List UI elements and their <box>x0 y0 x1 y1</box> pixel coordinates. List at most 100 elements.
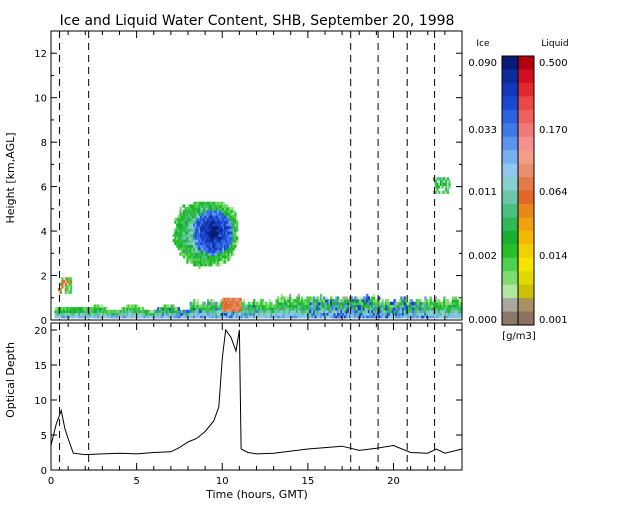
heatmap-cell <box>203 255 206 259</box>
heatmap-cell <box>133 312 136 316</box>
heatmap-cell <box>241 301 244 306</box>
heatmap-cell <box>208 249 211 254</box>
ice-colorbar-segment <box>502 123 518 138</box>
heatmap-cell <box>393 301 396 306</box>
heatmap-cell <box>402 304 405 308</box>
heatmap-cell <box>270 309 273 314</box>
heatmap-cell <box>325 307 328 311</box>
heatmap-cell <box>230 308 234 312</box>
heatmap-cell <box>431 315 434 319</box>
heatmap-cell <box>227 312 230 316</box>
heatmap-cell <box>432 190 436 194</box>
heatmap-cell <box>203 233 206 238</box>
heatmap-cell <box>319 307 323 311</box>
heatmap-cell <box>201 231 205 235</box>
heatmap-cell <box>268 307 271 311</box>
heatmap-cell <box>239 312 242 316</box>
heatmap-cell <box>196 244 199 248</box>
heatmap-cell <box>451 309 455 314</box>
heatmap-cell <box>218 231 222 235</box>
heatmap-cell <box>128 312 131 316</box>
heatmap-cell <box>460 312 463 316</box>
heatmap-cell <box>384 307 388 311</box>
heatmap-cell <box>110 315 114 319</box>
heatmap-cell <box>194 244 198 248</box>
heatmap-cell <box>372 301 376 306</box>
heatmap-cell <box>403 301 407 306</box>
heatmap-cell <box>90 307 93 311</box>
heatmap-cell <box>188 215 191 219</box>
heatmap-cell <box>378 301 381 306</box>
heatmap-cell <box>395 307 398 311</box>
heatmap-cell <box>69 282 73 286</box>
bottom-y-tick-label: 10 <box>34 396 47 407</box>
heatmap-cell <box>277 312 280 316</box>
heatmap-cell <box>210 312 213 316</box>
heatmap-cell <box>227 212 230 216</box>
heatmap-cell <box>88 307 91 311</box>
heatmap-cell <box>453 299 456 303</box>
heatmap-cell <box>396 304 400 308</box>
heatmap-cell <box>85 312 88 316</box>
heatmap-cell <box>444 301 448 306</box>
heatmap-cell <box>242 309 246 314</box>
heatmap-cell <box>78 312 81 316</box>
heatmap-cell <box>208 212 211 216</box>
heatmap-cell <box>196 252 199 256</box>
colorbar-ice-label: Ice <box>476 39 490 49</box>
heatmap-cell <box>213 249 216 254</box>
heatmap-cell <box>309 307 312 311</box>
heatmap-cell <box>73 315 76 319</box>
heatmap-cell <box>206 212 210 216</box>
heatmap-cell <box>182 220 186 224</box>
heatmap-cell <box>229 300 232 304</box>
heatmap-cell <box>265 309 268 314</box>
heatmap-cell <box>69 312 73 316</box>
heatmap-cell <box>193 301 196 306</box>
heatmap-cell <box>146 309 150 314</box>
heatmap-cell <box>348 304 352 308</box>
heatmap-cell <box>232 244 235 248</box>
heatmap-cell <box>259 301 263 306</box>
heatmap-cell <box>126 304 129 308</box>
heatmap-cell <box>196 255 199 259</box>
heatmap-cell <box>374 312 377 316</box>
heatmap-cell <box>323 307 326 311</box>
heatmap-cell <box>140 307 143 311</box>
heatmap-cell <box>80 307 83 311</box>
heatmap-cell <box>328 304 331 308</box>
heatmap-cell <box>285 312 288 316</box>
heatmap-cell <box>186 217 189 222</box>
heatmap-cell <box>217 244 220 248</box>
heatmap-cell <box>278 307 282 311</box>
heatmap-cell <box>188 252 191 256</box>
heatmap-cell <box>299 304 302 308</box>
heatmap-cell <box>167 315 170 319</box>
heatmap-cell <box>336 301 340 306</box>
heatmap-cell <box>206 217 210 222</box>
liquid-colorbar-tick-label: 0.064 <box>539 187 568 198</box>
heatmap-cell <box>289 315 292 319</box>
heatmap-cell <box>273 315 276 319</box>
heatmap-cell <box>211 307 215 311</box>
heatmap-cell <box>275 301 278 306</box>
heatmap-cell <box>407 312 410 316</box>
heatmap-cell <box>208 236 211 240</box>
heatmap-cell <box>347 309 350 314</box>
heatmap-cell <box>230 228 234 232</box>
x-tick-label: 0 <box>48 476 54 487</box>
heatmap-cell <box>348 301 352 306</box>
heatmap-cell <box>407 304 410 308</box>
heatmap-cell <box>285 309 288 314</box>
heatmap-cell <box>182 217 186 222</box>
heatmap-cell <box>138 307 141 311</box>
heatmap-cell <box>165 312 169 316</box>
heatmap-cell <box>393 309 396 314</box>
heatmap-cell <box>145 309 148 314</box>
heatmap-cell <box>189 228 193 232</box>
heatmap-cell <box>379 304 383 308</box>
heatmap-cell <box>215 260 218 264</box>
heatmap-cell <box>242 301 246 306</box>
heatmap-cell <box>357 299 360 303</box>
heatmap-cell <box>318 315 321 319</box>
